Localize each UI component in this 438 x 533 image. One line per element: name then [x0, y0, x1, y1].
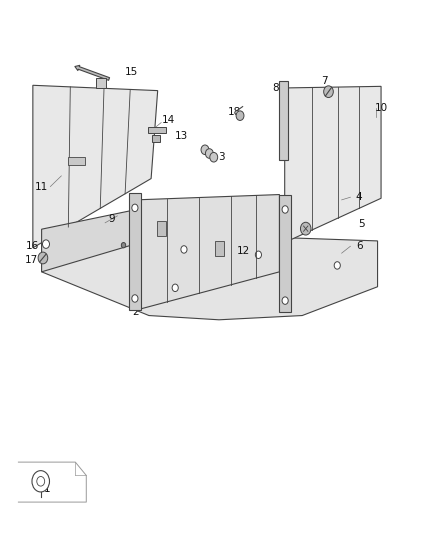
Text: 7: 7 [321, 76, 328, 86]
Text: 10: 10 [374, 103, 388, 112]
Text: 4: 4 [356, 192, 363, 202]
Circle shape [236, 111, 244, 120]
Text: 17: 17 [25, 255, 38, 265]
Polygon shape [42, 229, 378, 320]
Text: 12: 12 [237, 246, 250, 255]
Bar [68, 157, 85, 165]
Circle shape [172, 284, 178, 292]
Text: 15: 15 [125, 67, 138, 77]
Polygon shape [285, 86, 381, 243]
Text: 13: 13 [175, 131, 188, 141]
Text: 5: 5 [358, 219, 365, 229]
Text: 8: 8 [272, 83, 279, 93]
Bar [148, 127, 166, 133]
Circle shape [255, 251, 261, 259]
Polygon shape [136, 195, 279, 310]
Circle shape [205, 149, 213, 158]
Polygon shape [279, 81, 288, 160]
Circle shape [324, 86, 333, 98]
Circle shape [282, 297, 288, 304]
Polygon shape [279, 195, 291, 312]
Bar [215, 241, 224, 256]
Circle shape [181, 246, 187, 253]
Circle shape [132, 295, 138, 302]
Polygon shape [42, 209, 137, 272]
Bar [96, 78, 106, 88]
Circle shape [132, 204, 138, 212]
Circle shape [210, 152, 218, 162]
Circle shape [32, 471, 49, 492]
Text: 6: 6 [356, 241, 363, 251]
Text: 18: 18 [228, 107, 241, 117]
Bar [152, 135, 160, 142]
Circle shape [282, 206, 288, 213]
Text: 2: 2 [132, 307, 139, 317]
Circle shape [201, 145, 209, 155]
Text: 3: 3 [218, 152, 225, 162]
Text: 9: 9 [108, 214, 115, 223]
Text: 1: 1 [44, 484, 51, 494]
Circle shape [38, 252, 48, 264]
Text: 14: 14 [162, 115, 175, 125]
Circle shape [42, 240, 49, 248]
Polygon shape [129, 193, 141, 310]
Text: 16: 16 [26, 241, 39, 251]
Text: 11: 11 [35, 182, 48, 191]
Polygon shape [33, 85, 158, 248]
Circle shape [37, 477, 45, 486]
Circle shape [121, 243, 126, 248]
Circle shape [300, 222, 311, 235]
Bar [157, 221, 166, 236]
Circle shape [334, 262, 340, 269]
